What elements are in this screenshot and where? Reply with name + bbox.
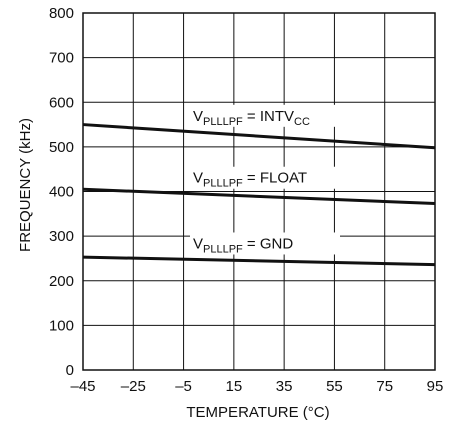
- x-tick-label: –5: [175, 378, 192, 395]
- x-tick-label: –25: [121, 378, 146, 395]
- y-tick-label: 300: [49, 228, 74, 245]
- y-tick-label: 700: [49, 50, 74, 67]
- y-tick-label: 400: [49, 184, 74, 201]
- series-line-1: [82, 123, 436, 150]
- x-tick-labels: –45 –25 –5 15 35 55 75 95: [70, 378, 443, 395]
- x-axis-title: TEMPERATURE (°C): [186, 404, 329, 421]
- x-tick-label: –45: [70, 378, 95, 395]
- y-tick-label: 200: [49, 273, 74, 290]
- series-label-3: VPLLLPF = GND: [193, 235, 293, 255]
- x-tick-label: 75: [376, 378, 393, 395]
- series-label-1: VPLLLPF = INTVCC: [193, 108, 310, 128]
- series-label-background: [190, 166, 340, 189]
- series-line-3: [82, 255, 436, 267]
- y-tick-label: 500: [49, 139, 74, 156]
- series-annotations: VPLLLPF = INTVCC VPLLLPF = FLOAT VPLLLPF =…: [190, 104, 340, 255]
- series-label-background: [190, 232, 340, 255]
- y-tick-label: 800: [49, 5, 74, 22]
- x-tick-label: 95: [427, 378, 444, 395]
- series-label-2: VPLLLPF = FLOAT: [193, 170, 307, 190]
- y-tick-labels: 0 100 200 300 400 500 600 700 800: [49, 5, 74, 379]
- y-tick-label: 100: [49, 317, 74, 334]
- y-tick-label: 0: [66, 362, 74, 379]
- series-lines: [82, 123, 436, 267]
- grid-lines: [83, 13, 435, 370]
- series-line-2: [82, 187, 436, 206]
- x-tick-label: 35: [276, 378, 293, 395]
- y-tick-label: 600: [49, 94, 74, 111]
- y-axis-title: FREQUENCY (kHz): [17, 118, 34, 252]
- plot-frame: [82, 12, 436, 371]
- series-label-background: [190, 104, 340, 127]
- x-tick-label: 55: [326, 378, 343, 395]
- x-tick-label: 15: [226, 378, 243, 395]
